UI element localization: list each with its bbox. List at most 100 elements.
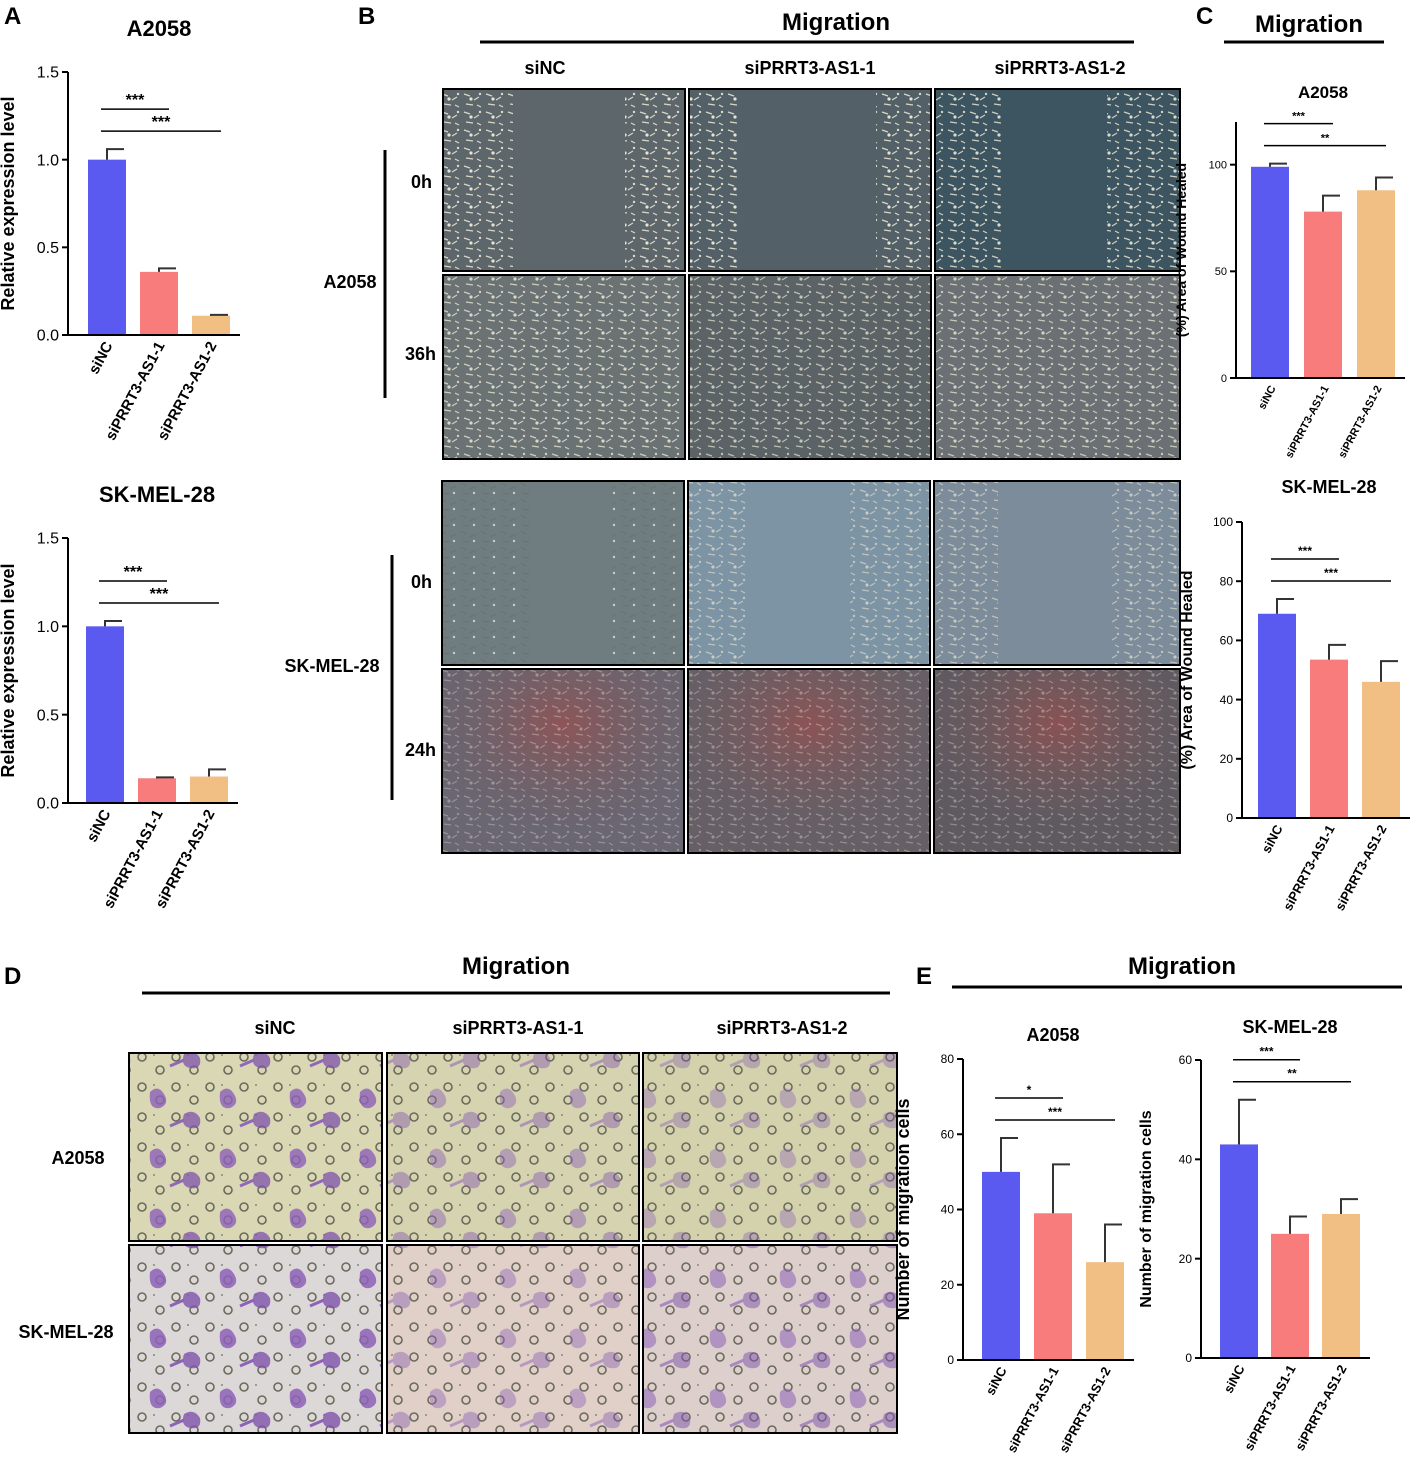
bar-sinc (86, 626, 124, 803)
significance-label: *** (152, 114, 171, 131)
significance-label: *** (124, 564, 143, 581)
significance-label: *** (126, 92, 145, 109)
panel-letter-d: D (4, 963, 21, 990)
x-tick-label: siPRRT3-AS1-2 (1292, 1362, 1350, 1453)
bar-siprrt3-as1-2 (1357, 190, 1395, 378)
significance-label: *** (1292, 111, 1306, 123)
panel-letter-b: B (358, 3, 375, 30)
bar-siprrt3-as1-2 (192, 315, 230, 335)
panel-b-time-s-0h: 0h (411, 572, 432, 592)
panel-b-col-si2: siPRRT3-AS1-2 (994, 58, 1125, 78)
x-tick-label: siNC (85, 339, 116, 377)
bar-siprrt3-as1-2 (1322, 1213, 1360, 1358)
y-axis-label: (%) Area of Wound Healed (1179, 570, 1196, 769)
x-tick-label: siNC (83, 807, 114, 845)
x-tick-label: siPRRT3-AS1-1 (1004, 1364, 1062, 1455)
x-tick-label: siNC (1256, 384, 1278, 412)
x-tick-label: siPRRT3-AS1-2 (1332, 822, 1390, 913)
transwell-skmel-sinc (128, 1244, 383, 1434)
panel-b-row-skmel: SK-MEL-28 (284, 656, 379, 676)
y-tick-label: 0.0 (37, 328, 59, 345)
chart-a-a2058: A2058 0.0 0.5 1.0 1.5 Relative expression lev… (0, 16, 240, 443)
bar-siprrt3-as1-2 (1362, 681, 1400, 818)
y-axis-label: Number of migration cells (893, 1098, 913, 1320)
micrograph-a2058-36h-sinc (442, 274, 686, 460)
transwell-skmel-si2 (642, 1244, 898, 1434)
micrograph-a2058-0h-sinc (442, 88, 686, 272)
y-tick-label: 1.0 (37, 152, 59, 169)
y-tick-label: 20 (941, 1278, 955, 1292)
bar-siprrt3-as1-1 (1034, 1213, 1072, 1360)
panel-b-col-sinc: siNC (524, 58, 565, 78)
y-tick-label: 80 (1220, 574, 1234, 588)
panel-b: Migration siNC siPRRT3-AS1-1 siPRRT3-AS1… (284, 9, 1181, 854)
y-tick-label: 0.5 (37, 240, 59, 257)
y-tick-label: 0.0 (37, 796, 59, 813)
x-tick-label: siNC (1258, 822, 1285, 856)
bar-sinc (1251, 166, 1289, 378)
y-axis-label: Relative expression level (0, 96, 18, 310)
bar-siprrt3-as1-2 (190, 776, 228, 803)
panel-d-row-a2058: A2058 (51, 1148, 104, 1168)
chart-title: SK-MEL-28 (1281, 477, 1376, 497)
micrograph-skmel-24h-si1 (687, 668, 931, 854)
y-tick-label: 1.5 (37, 531, 59, 548)
panel-d-col-sinc: siNC (254, 1018, 295, 1038)
y-tick-label: 80 (941, 1052, 955, 1066)
bar-sinc (1258, 613, 1296, 818)
y-tick-label: 20 (1220, 752, 1234, 766)
bar-siprrt3-as1-1 (1304, 211, 1342, 378)
panel-b-row-a2058: A2058 (323, 272, 376, 292)
x-tick-label: siNC (982, 1364, 1009, 1398)
chart-c-sk-mel-28: SK-MEL-28 0 20 40 60 80 100 (%) Area of Wound H… (1179, 477, 1410, 913)
significance-label: *** (1048, 1105, 1062, 1119)
significance-label: *** (1259, 1045, 1273, 1059)
y-axis-label: (%) Area of Wound Healed (1173, 163, 1189, 337)
y-tick-label: 60 (1179, 1053, 1193, 1067)
chart-title: A2058 (1298, 83, 1348, 102)
panel-letter-a: A (4, 3, 21, 30)
bar-siprrt3-as1-1 (138, 778, 176, 803)
x-tick-label: siPRRT3-AS1-2 (1336, 384, 1384, 460)
y-tick-label: 0 (1221, 373, 1227, 385)
y-tick-label: 0.5 (37, 707, 59, 724)
bar-siprrt3-as1-2 (1086, 1262, 1124, 1360)
panel-c-title: Migration (1255, 11, 1363, 38)
y-tick-label: 20 (1179, 1252, 1193, 1266)
chart-e-a2058: A2058 0 20 40 60 80 Number of migration cells s… (893, 1025, 1134, 1455)
micrograph-skmel-24h-sinc (441, 668, 685, 854)
y-tick-label: 1.0 (37, 619, 59, 636)
chart-title: A2058 (1026, 1025, 1079, 1045)
y-tick-label: 0 (1185, 1351, 1192, 1365)
panel-b-time-a-0h: 0h (411, 172, 432, 192)
y-tick-label: 60 (1220, 634, 1234, 648)
y-tick-label: 40 (1220, 693, 1234, 707)
y-tick-label: 50 (1215, 266, 1227, 278)
panel-d-title: Migration (462, 953, 570, 980)
x-tick-label: siPRRT3-AS1-1 (1283, 384, 1331, 460)
panel-b-time-s-24h: 24h (405, 740, 436, 760)
transwell-a2058-sinc (128, 1052, 383, 1242)
y-axis-label: Number of migration cells (1138, 1110, 1155, 1307)
y-tick-label: 0 (947, 1353, 954, 1367)
y-tick-label: 60 (941, 1127, 955, 1141)
significance-label: ** (1321, 133, 1330, 145)
x-tick-label: siPRRT3-AS1-1 (1280, 822, 1338, 913)
panel-d-col-si2: siPRRT3-AS1-2 (716, 1018, 847, 1038)
micrograph-skmel-24h-si2 (933, 668, 1181, 854)
panel-d-row-skmel: SK-MEL-28 (18, 1322, 113, 1342)
micrograph-skmel-0h-si2 (933, 480, 1181, 666)
bar-sinc (1220, 1144, 1258, 1358)
y-tick-label: 40 (1179, 1153, 1193, 1167)
x-tick-label: siPRRT3-AS1-1 (1241, 1362, 1299, 1453)
x-tick-label: siNC (1220, 1362, 1247, 1396)
y-tick-label: 100 (1209, 160, 1227, 172)
transwell-skmel-si1 (386, 1244, 640, 1434)
y-tick-label: 1.5 (37, 65, 59, 82)
y-tick-label: 40 (941, 1203, 955, 1217)
chart-title: A2058 (127, 16, 192, 41)
micrograph-a2058-0h-si1 (688, 88, 932, 272)
significance-label: *** (1298, 544, 1312, 558)
